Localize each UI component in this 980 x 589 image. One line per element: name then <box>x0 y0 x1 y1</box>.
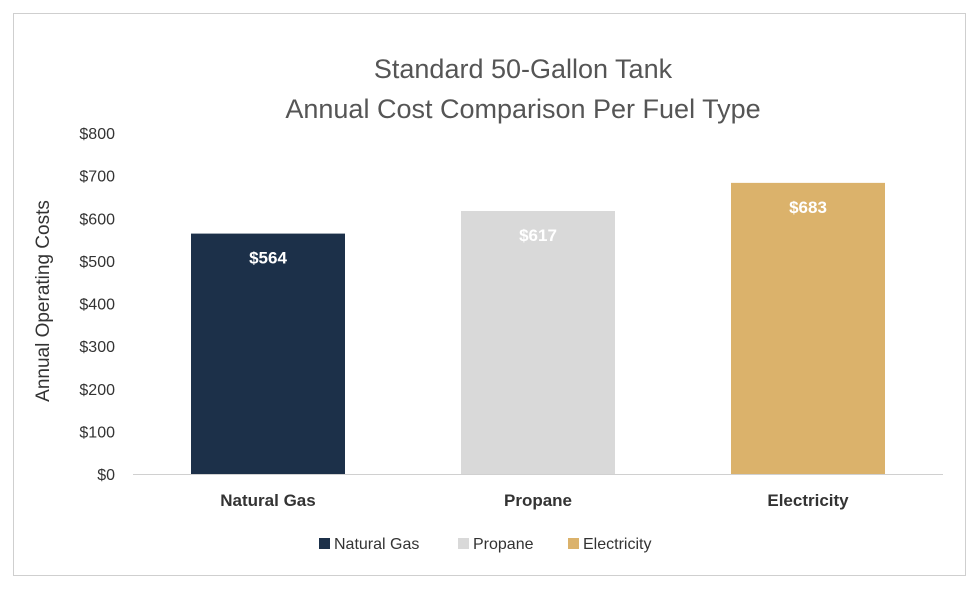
legend-swatch-propane <box>458 538 469 549</box>
chart-title-line-2: Annual Cost Comparison Per Fuel Type <box>285 94 760 124</box>
bar-propane <box>461 211 615 474</box>
y-tick-label: $0 <box>97 467 115 484</box>
data-label-propane: $617 <box>519 226 557 245</box>
legend-label-natural-gas: Natural Gas <box>334 536 419 553</box>
y-axis-ticks: $0 $100 $200 $300 $400 $500 $600 $700 $800 <box>79 126 115 484</box>
bars-group: $564 $617 $683 <box>191 182 885 474</box>
legend-swatch-electricity <box>568 538 579 549</box>
x-axis-labels: Natural Gas Propane Electricity <box>220 491 849 510</box>
y-tick-label: $800 <box>79 126 115 143</box>
legend-label-propane: Propane <box>473 536 534 553</box>
legend: Natural Gas Propane Electricity <box>319 536 651 553</box>
y-tick-label: $400 <box>79 297 115 314</box>
x-tick-label-propane: Propane <box>504 491 572 510</box>
legend-swatch-natural-gas <box>319 538 330 549</box>
data-label-electricity: $683 <box>789 198 827 217</box>
y-tick-label: $700 <box>79 169 115 186</box>
x-tick-label-electricity: Electricity <box>767 491 849 510</box>
y-tick-label: $600 <box>79 211 115 228</box>
bar-natural-gas <box>191 233 345 474</box>
y-tick-label: $200 <box>79 382 115 399</box>
legend-label-electricity: Electricity <box>583 536 651 553</box>
chart-title-line-1: Standard 50-Gallon Tank <box>374 54 673 84</box>
y-tick-label: $500 <box>79 254 115 271</box>
y-axis-label: Annual Operating Costs <box>33 200 54 402</box>
bar-electricity <box>731 182 885 474</box>
data-label-natural-gas: $564 <box>249 249 287 268</box>
x-tick-label-natural-gas: Natural Gas <box>220 491 315 510</box>
y-tick-label: $100 <box>79 424 115 441</box>
y-tick-label: $300 <box>79 339 115 356</box>
